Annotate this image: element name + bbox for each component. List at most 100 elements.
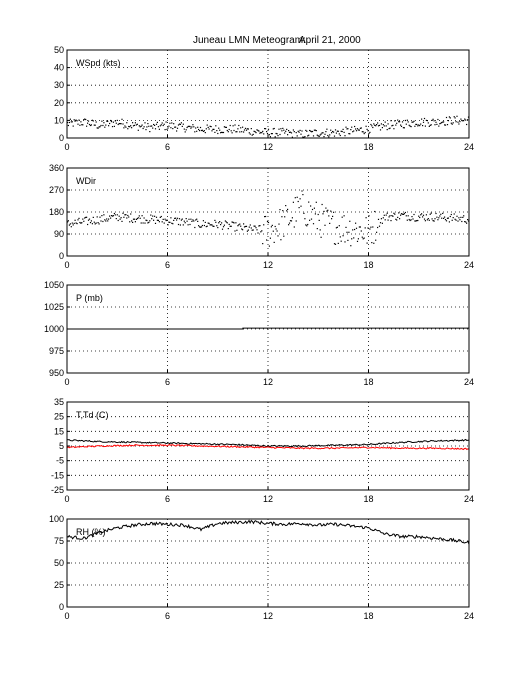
data-point xyxy=(88,123,91,126)
data-point xyxy=(296,135,298,137)
data-point xyxy=(81,124,83,126)
data-point xyxy=(98,126,100,128)
data-point xyxy=(104,219,106,221)
data-point xyxy=(328,215,330,217)
data-point xyxy=(236,131,238,133)
data-point xyxy=(163,222,165,224)
data-point xyxy=(84,118,86,120)
data-point xyxy=(434,218,436,220)
data-point xyxy=(432,118,434,120)
data-point xyxy=(209,125,211,127)
data-point xyxy=(108,125,110,127)
data-point xyxy=(287,134,289,136)
y-tick-label: -15 xyxy=(51,470,64,480)
data-point xyxy=(140,222,142,224)
data-point xyxy=(208,222,210,224)
data-point xyxy=(205,128,207,130)
data-point xyxy=(335,132,337,134)
data-point xyxy=(183,220,185,222)
data-point xyxy=(72,224,74,226)
y-tick-label: 35 xyxy=(54,397,64,407)
data-point xyxy=(252,133,254,135)
data-point xyxy=(242,229,244,231)
data-point xyxy=(260,231,262,233)
y-tick-label: 50 xyxy=(54,45,64,55)
data-point xyxy=(245,129,248,131)
data-point xyxy=(243,131,245,133)
data-point xyxy=(73,119,75,121)
data-point xyxy=(77,123,79,125)
data-point xyxy=(342,235,344,237)
data-point xyxy=(262,130,264,132)
data-point xyxy=(193,220,195,222)
data-point xyxy=(208,128,210,130)
data-point xyxy=(355,128,357,130)
data-point xyxy=(353,237,355,239)
data-point xyxy=(390,220,392,222)
data-point xyxy=(127,214,129,217)
data-point xyxy=(140,125,142,127)
data-point xyxy=(96,216,98,218)
y-tick-label: 360 xyxy=(49,163,64,173)
data-point xyxy=(347,239,349,241)
data-point xyxy=(436,123,438,125)
data-point xyxy=(454,117,456,119)
data-point xyxy=(71,121,73,123)
series-line-1 xyxy=(67,519,469,545)
data-point xyxy=(197,220,199,222)
data-point xyxy=(380,123,382,125)
data-point xyxy=(141,215,143,217)
data-point xyxy=(190,127,192,129)
data-point xyxy=(438,217,440,219)
data-point xyxy=(143,217,145,219)
data-point xyxy=(339,236,341,238)
data-point xyxy=(422,121,425,123)
data-point xyxy=(373,242,375,244)
data-point xyxy=(409,125,411,127)
data-point xyxy=(154,128,157,130)
data-point xyxy=(109,215,111,217)
data-point xyxy=(105,220,107,222)
data-point xyxy=(159,125,161,127)
data-point xyxy=(226,129,228,132)
data-point xyxy=(305,129,307,131)
data-point xyxy=(382,124,384,126)
data-point xyxy=(188,125,190,127)
data-point xyxy=(367,227,369,229)
data-point xyxy=(289,220,292,222)
data-point xyxy=(152,127,154,129)
data-point xyxy=(406,219,408,221)
data-point xyxy=(128,125,130,128)
data-point xyxy=(435,212,437,215)
data-point xyxy=(199,130,201,132)
data-point xyxy=(387,219,389,221)
data-point xyxy=(231,132,233,134)
data-point xyxy=(249,133,251,135)
data-point xyxy=(139,126,141,128)
y-tick-label: -5 xyxy=(56,456,64,466)
data-point xyxy=(250,128,252,130)
data-point xyxy=(367,130,369,132)
data-point xyxy=(336,226,338,228)
data-point xyxy=(206,225,208,227)
data-point xyxy=(361,236,363,238)
data-point xyxy=(113,125,115,127)
data-point xyxy=(228,223,230,225)
figure-date: April 21, 2000 xyxy=(299,35,361,46)
data-point xyxy=(74,120,76,122)
x-tick-label: 24 xyxy=(464,260,474,270)
data-point xyxy=(138,215,140,217)
data-point xyxy=(288,224,290,226)
data-point xyxy=(121,118,123,120)
data-point xyxy=(179,224,181,226)
data-point xyxy=(314,129,316,131)
data-point xyxy=(385,214,387,216)
data-point xyxy=(365,125,367,127)
data-point xyxy=(389,215,391,217)
data-point xyxy=(396,122,398,124)
data-point xyxy=(259,132,261,134)
data-point xyxy=(166,219,168,221)
data-point xyxy=(202,220,204,222)
data-point xyxy=(353,130,355,132)
